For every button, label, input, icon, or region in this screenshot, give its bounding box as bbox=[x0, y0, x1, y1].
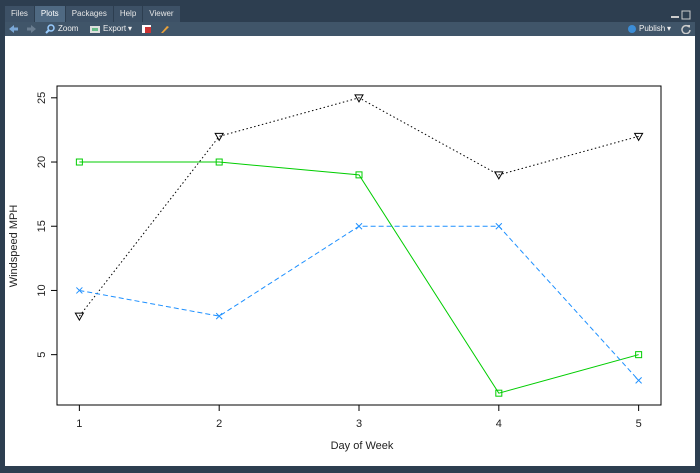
marker bbox=[635, 376, 642, 384]
y-tick-label: 15 bbox=[36, 220, 48, 232]
marker bbox=[633, 132, 644, 142]
marker bbox=[75, 158, 83, 166]
marker bbox=[355, 222, 363, 230]
x-axis-label: Day of Week bbox=[331, 440, 394, 452]
x-tick-label: 3 bbox=[356, 418, 362, 430]
marker bbox=[215, 158, 223, 166]
tab[interactable]: Help bbox=[113, 6, 143, 22]
y-tick-label: 20 bbox=[36, 156, 48, 168]
x-tick-label: 5 bbox=[636, 418, 642, 430]
series-line bbox=[78, 97, 639, 317]
zoom-icon[interactable] bbox=[45, 24, 55, 34]
marker bbox=[493, 171, 504, 180]
marker bbox=[354, 94, 364, 103]
refresh-icon[interactable] bbox=[681, 24, 691, 34]
tab[interactable]: Viewer bbox=[143, 6, 180, 22]
marker bbox=[76, 287, 83, 294]
tab[interactable]: Files bbox=[5, 6, 34, 22]
marker bbox=[495, 222, 503, 230]
x-tick-label: 2 bbox=[216, 418, 222, 430]
series-line bbox=[79, 161, 639, 394]
marker bbox=[214, 132, 225, 142]
plot-box bbox=[56, 85, 662, 406]
x-tick-label: 4 bbox=[496, 418, 502, 430]
marker bbox=[355, 171, 363, 179]
y-tick-label: 5 bbox=[36, 352, 48, 358]
remove-clear-icons[interactable] bbox=[141, 24, 171, 34]
chart: Day of Week Windspeed MPH 1 2 3 4 5 5 10 15 20 25 bbox=[8, 85, 662, 452]
zoom-button[interactable]: Zoom bbox=[58, 24, 79, 33]
y-axis-label: Windspeed MPH bbox=[8, 205, 20, 288]
publish-button[interactable]: Publish bbox=[639, 24, 666, 33]
toolbar: Zoom Export ▾ Publish ▾ bbox=[5, 22, 695, 36]
nav-arrows[interactable] bbox=[8, 24, 38, 34]
dropdown-caret[interactable]: ▾ bbox=[667, 24, 672, 33]
x-tick-label: 1 bbox=[76, 418, 82, 430]
export-button[interactable]: Export bbox=[103, 24, 127, 33]
marker bbox=[635, 351, 643, 359]
plot-area: Day of Week Windspeed MPH 1 2 3 4 5 5 10 15 20 25 bbox=[5, 36, 695, 466]
marker bbox=[74, 312, 85, 322]
series-line bbox=[79, 225, 639, 381]
y-tick-label: 10 bbox=[36, 284, 48, 296]
marker bbox=[495, 389, 503, 397]
export-icon[interactable] bbox=[89, 24, 101, 34]
publish-icon[interactable] bbox=[627, 24, 637, 34]
marker bbox=[215, 312, 223, 320]
tab-bar: Files Plots Packages Help Viewer bbox=[5, 6, 181, 22]
tab[interactable]: Plots bbox=[34, 6, 65, 22]
window-controls bbox=[671, 10, 691, 20]
tab[interactable]: Packages bbox=[65, 6, 113, 22]
dropdown-caret[interactable]: ▾ bbox=[128, 24, 133, 33]
y-tick-label: 25 bbox=[36, 92, 48, 104]
